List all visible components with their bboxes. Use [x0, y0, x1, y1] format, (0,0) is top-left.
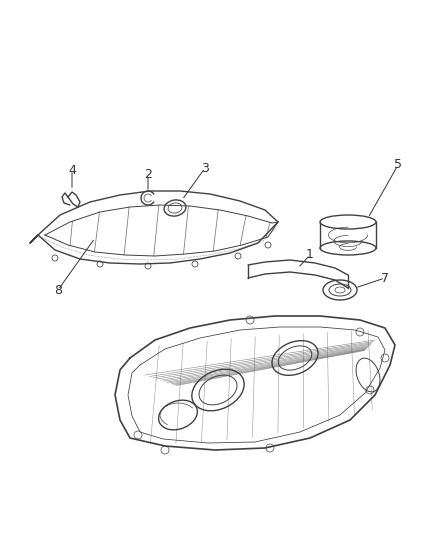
- Text: 4: 4: [68, 164, 76, 176]
- Text: 5: 5: [394, 158, 402, 172]
- Text: 1: 1: [306, 248, 314, 262]
- Text: 8: 8: [54, 284, 62, 296]
- Text: 7: 7: [381, 271, 389, 285]
- Text: 3: 3: [201, 161, 209, 174]
- Text: 2: 2: [144, 168, 152, 182]
